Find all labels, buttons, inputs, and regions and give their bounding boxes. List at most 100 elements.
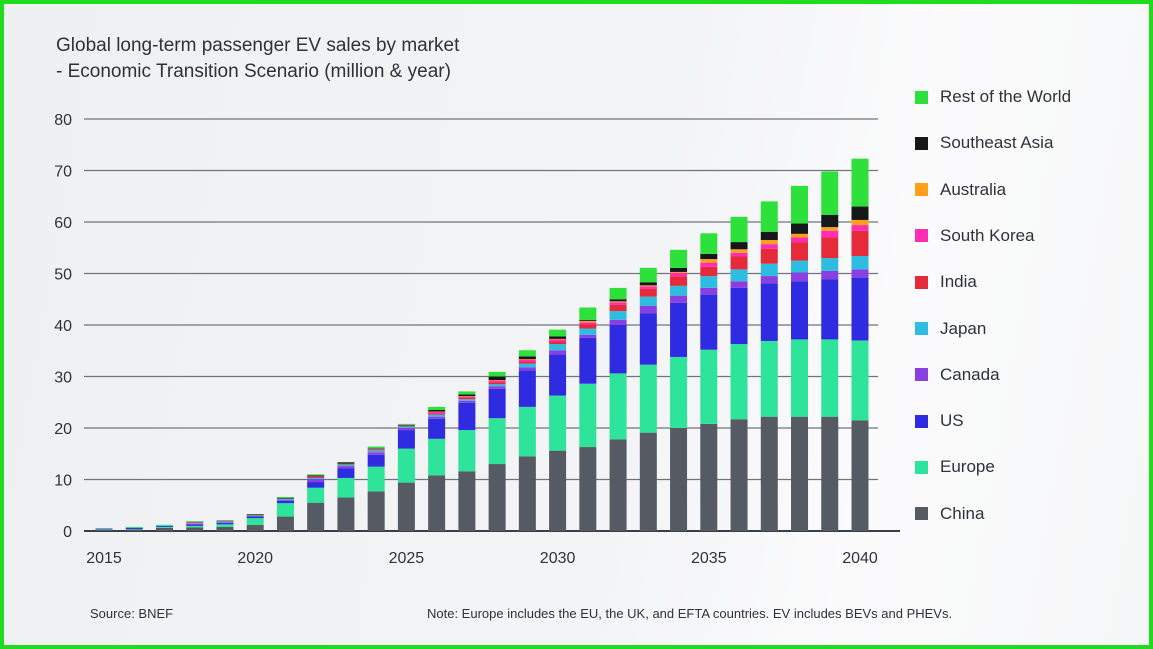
bar-segment-rest-of-the-world [700,233,718,254]
bar-segment-japan [730,269,748,282]
y-tick-label: 0 [63,524,72,541]
bar-segment-europe [155,526,173,528]
bar-segment-southeast-asia [851,206,869,220]
legend-swatch [915,90,928,104]
bar-segment-china [307,502,325,531]
bar-segment-india [307,476,325,478]
legend-item: Rest of the World [915,86,1071,108]
bar-segment-china [760,416,778,531]
bar-segment-india [397,425,415,427]
legend-item: Europe [915,456,995,478]
bar-segment-canada [579,334,597,338]
x-tick-label: 2040 [842,550,878,567]
legend-label: Australia [940,179,1007,199]
bar-segment-south-korea [307,476,325,477]
bar-segment-south-korea [851,225,869,231]
bar-segment-us [639,313,657,365]
bar-segment-india [791,242,809,261]
bar-segment-us [730,287,748,345]
bar-segment-australia [488,380,506,381]
bar-segment-south-korea [337,463,355,465]
bar-segment-china [488,464,506,531]
bar-segment-us [367,454,385,467]
bar-segment-europe [246,518,264,525]
bar-segment-australia [700,259,718,263]
bar-segment-europe [276,503,294,517]
legend-label: China [940,503,985,523]
bar-segment-canada [367,452,385,455]
bar-segment-europe [700,349,718,424]
legend-swatch [915,275,928,289]
bar-segment-rest-of-the-world [488,371,506,377]
bar-segment-canada [791,272,809,282]
bar-segment-canada [458,400,476,403]
bar-segment-us [216,522,234,525]
bar-segment-southeast-asia [791,223,809,234]
legend-label: India [940,272,977,292]
bar-segment-japan [488,384,506,387]
y-tick-label: 10 [54,473,72,490]
legend-item: Canada [915,364,1000,386]
bar-segment-south-korea [246,515,264,516]
bar-segment-australia [821,227,839,231]
bar-segment-europe [125,528,143,530]
bar-segment-europe [609,373,627,440]
bar-segment-rest-of-the-world [216,520,234,521]
bar-segment-china [700,423,718,531]
legend-item: Australia [915,179,1006,201]
bar-segment-india [730,256,748,270]
bar-segment-india [821,237,839,259]
bar-segment-japan [307,477,325,479]
bar-segment-canada [821,270,839,280]
bar-segment-china [276,516,294,531]
bar-segment-south-korea [276,498,294,500]
footnote: Note: Europe includes the EU, the UK, an… [427,606,953,621]
bar-segment-canada [851,269,869,278]
y-tick-label: 30 [54,370,72,387]
bar-segment-canada [276,500,294,501]
bar-segment-southeast-asia [760,231,778,241]
bar-segment-china [821,416,839,531]
bar-segment-south-korea [367,449,385,451]
bar-segment-canada [488,386,506,389]
bar-segment-canada [428,416,446,419]
legend-label: Canada [940,364,1000,384]
bar-segment-south-korea [670,272,688,277]
legend-swatch [915,322,928,335]
legend-swatch [915,507,928,521]
bar-segment-europe [639,364,657,433]
bar-segment-rest-of-the-world [246,514,264,515]
bar-segment-south-korea [549,339,567,342]
bar-segment-southeast-asia [246,514,264,516]
legend-item: Japan [915,318,986,340]
bar-segment-europe [367,466,385,492]
bar-segment-southeast-asia [549,336,567,339]
bar-segment-us [579,337,597,384]
bar-segment-rest-of-the-world [518,350,536,357]
bar-segment-japan [125,527,143,528]
x-tick-label: 2020 [237,550,273,567]
bar-segment-us [246,516,264,519]
bar-segment-south-korea [791,237,809,243]
bar-segment-japan [549,344,567,351]
bar-segment-australia [518,358,536,360]
bar-segment-japan [397,426,415,428]
bar-segment-europe [549,395,567,451]
bar-segment-china [670,428,688,531]
legend-label: US [940,411,964,431]
bar-segment-australia [670,271,688,273]
bar-segment-canada [307,478,325,483]
bar-segment-china [367,491,385,531]
bar-segment-southeast-asia [518,356,536,359]
bar-segment-china [518,456,536,531]
bar-segment-europe [428,438,446,476]
bar-segment-china [458,471,476,531]
bar-segment-canada [216,522,234,523]
bar-segment-australia [730,249,748,253]
bar-segment-china [155,527,173,531]
bar-segment-rest-of-the-world [670,249,688,268]
bar-segment-canada [730,281,748,288]
bar-segment-us [609,325,627,374]
bar-segment-canada [518,367,536,371]
